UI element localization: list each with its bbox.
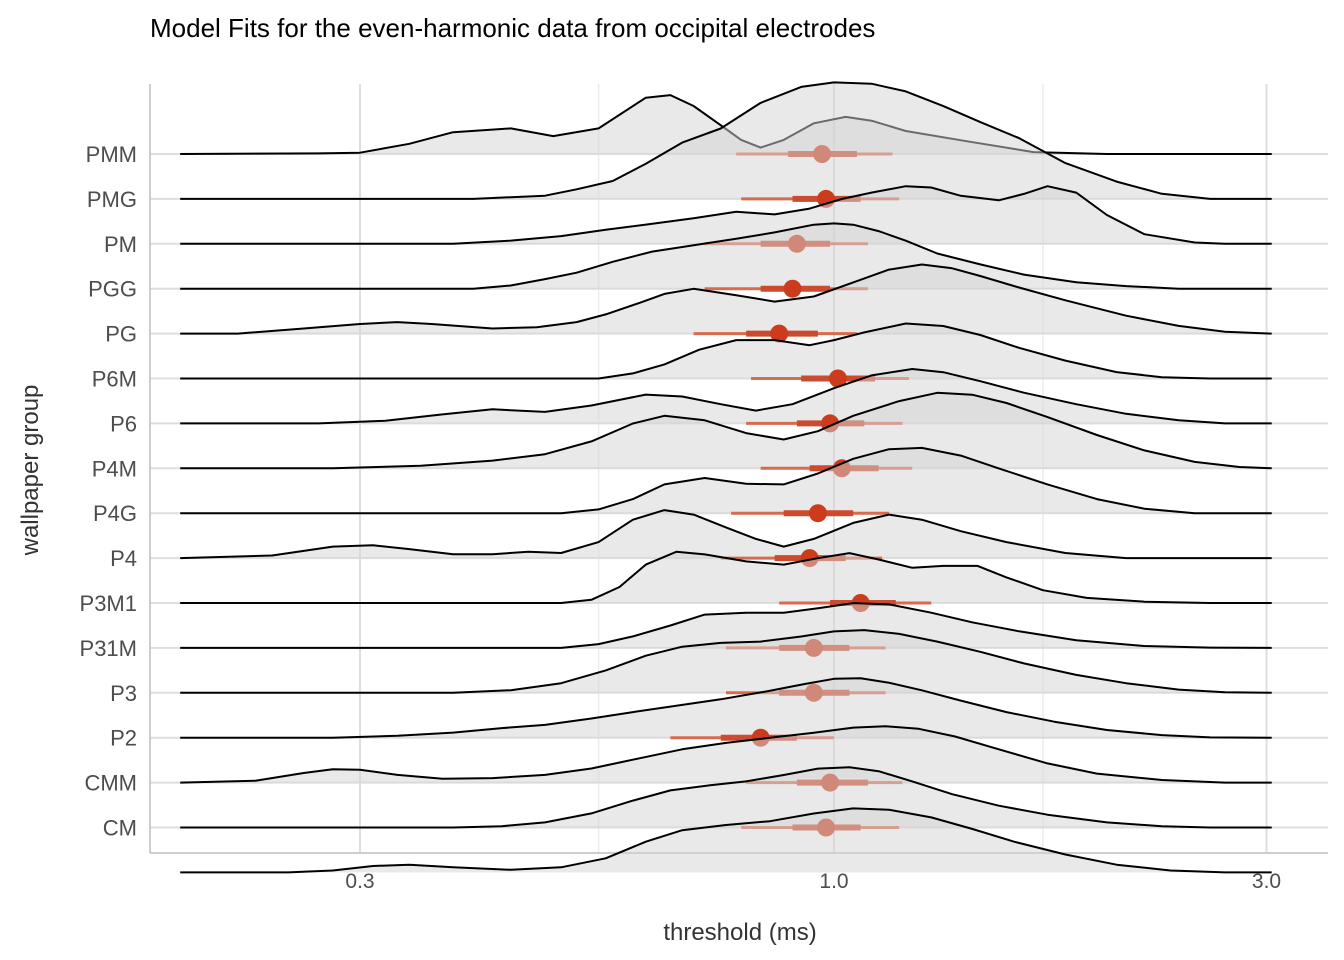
- point-estimate: [770, 324, 789, 343]
- y-tick-label: P6: [110, 411, 137, 436]
- density-line: [180, 222, 1272, 290]
- chart-title: Model Fits for the even-harmonic data fr…: [150, 13, 875, 43]
- x-tick-label: 3.0: [1252, 870, 1281, 893]
- point-estimate: [828, 369, 847, 388]
- y-axis-title: wallpaper group: [17, 385, 44, 557]
- x-tick-labels: 0.3 1.0 3.0: [345, 870, 1281, 893]
- y-tick-label: P4M: [92, 456, 137, 481]
- y-tick-label: CMM: [84, 771, 137, 796]
- density-fill: [180, 323, 1272, 379]
- density-fill: [180, 82, 1272, 199]
- y-tick-label: PMM: [86, 142, 137, 167]
- density-line: [180, 322, 1272, 380]
- y-tick-label: PGG: [88, 277, 137, 302]
- point-estimate: [808, 504, 827, 523]
- density-fill: [180, 726, 1272, 783]
- density-fill: [180, 630, 1272, 693]
- density-line: [180, 263, 1272, 335]
- y-tick-label: P4G: [93, 501, 137, 526]
- x-tick-label: 1.0: [819, 870, 848, 893]
- density-fill: [180, 603, 1272, 648]
- density-line: [180, 81, 1272, 200]
- density-line: [180, 677, 1272, 739]
- x-axis-title: threshold (ms): [663, 919, 816, 946]
- density-fill: [180, 392, 1272, 469]
- ridge-extra: [180, 807, 1272, 874]
- y-tick-label: PG: [105, 322, 137, 347]
- y-tick-label: P4: [110, 546, 137, 571]
- y-tick-labels: PMM PMG PM PGG PG P6M P6 P4M P4G P4 P3M1 P31M P3 P2 CM…: [80, 142, 137, 841]
- y-tick-label: CM: [103, 816, 137, 841]
- y-tick-label: P2: [110, 726, 137, 751]
- density-fill: [180, 808, 1272, 873]
- density-fill: [180, 510, 1272, 559]
- density-line: [180, 550, 1272, 604]
- y-tick-label: P31M: [80, 636, 137, 661]
- y-tick-label: PMG: [87, 187, 137, 212]
- density-line: [180, 446, 1272, 515]
- density-line: [180, 391, 1272, 470]
- density-fill: [180, 447, 1272, 514]
- density-line: [180, 368, 1272, 425]
- density-fill: [180, 551, 1272, 603]
- ridge-p4g: [180, 446, 1272, 523]
- y-tick-label: PM: [104, 232, 137, 257]
- density-line: [180, 509, 1272, 560]
- density-line: [180, 766, 1272, 829]
- y-tick-label: P6M: [92, 367, 137, 392]
- ridge-p3m1: [180, 550, 1272, 612]
- density-line: [180, 807, 1272, 874]
- ridge-pg: [180, 263, 1272, 343]
- density-fill: [180, 767, 1272, 828]
- density-line: [180, 725, 1272, 784]
- density-fill: [180, 223, 1272, 289]
- density-line: [180, 185, 1272, 245]
- density-fill: [180, 95, 1272, 154]
- y-tick-label: P3M1: [80, 591, 137, 616]
- density-line: [180, 629, 1272, 694]
- ridge-pmg: [180, 81, 1272, 208]
- x-tick-label: 0.3: [345, 870, 374, 893]
- ridge-p4: [180, 509, 1272, 568]
- density-fill: [180, 678, 1272, 738]
- y-tick-label: P3: [110, 681, 137, 706]
- point-estimate: [783, 279, 802, 298]
- ridge-layers: [180, 81, 1272, 874]
- density-line: [180, 602, 1272, 649]
